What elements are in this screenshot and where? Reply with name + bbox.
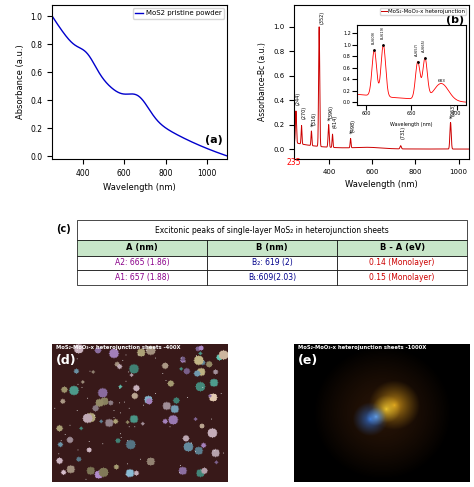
Text: 235: 235	[287, 158, 301, 167]
Bar	[77, 240, 207, 256]
Bar	[207, 270, 337, 284]
Text: (b): (b)	[447, 16, 465, 25]
Text: (731): (731)	[401, 126, 406, 139]
Legend: MoS2 pristine powder: MoS2 pristine powder	[133, 8, 224, 19]
Text: MoS₂-MoO₃-x heterojunction sheets -400X: MoS₂-MoO₃-x heterojunction sheets -400X	[55, 345, 180, 350]
X-axis label: Wavelength (nm): Wavelength (nm)	[345, 180, 418, 189]
Text: A2: 665 (1.86): A2: 665 (1.86)	[115, 259, 170, 267]
Text: (d): (d)	[55, 355, 76, 367]
Bar	[77, 270, 207, 284]
Text: B - A (eV): B - A (eV)	[380, 244, 425, 252]
Text: (a): (a)	[205, 135, 222, 146]
Text: A1: 657 (1.88): A1: 657 (1.88)	[115, 273, 169, 282]
Text: 0.15 (Monolayer): 0.15 (Monolayer)	[370, 273, 435, 282]
Bar	[77, 256, 207, 270]
Text: *: *	[349, 131, 352, 137]
Bar	[207, 240, 337, 256]
Y-axis label: Absorbance (a.u.): Absorbance (a.u.)	[16, 44, 25, 119]
Text: (316): (316)	[311, 112, 317, 125]
Text: B₁:609(2.03): B₁:609(2.03)	[248, 273, 296, 282]
Text: B₂: 619 (2): B₂: 619 (2)	[252, 259, 292, 267]
Text: A (nm): A (nm)	[126, 244, 158, 252]
Text: *: *	[327, 117, 330, 123]
Text: B (nm): B (nm)	[256, 244, 288, 252]
Bar	[207, 256, 337, 270]
Text: (414): (414)	[332, 115, 337, 128]
Text: (963): (963)	[451, 103, 456, 116]
Bar	[77, 221, 467, 240]
Bar	[337, 270, 467, 284]
Text: (352): (352)	[319, 11, 324, 24]
Text: MoS₂-MoO₃-x heterojunction sheets -1000X: MoS₂-MoO₃-x heterojunction sheets -1000X	[298, 345, 426, 350]
Text: (c): (c)	[56, 224, 71, 234]
Bar	[337, 240, 467, 256]
Text: Excitonic peaks of single-layer MoS₂ in heterojunction sheets: Excitonic peaks of single-layer MoS₂ in …	[155, 226, 389, 235]
Y-axis label: Assorbance-Bc (a.u.): Assorbance-Bc (a.u.)	[258, 42, 267, 121]
Legend: MoS₂-MoO₃-x heterojunction: MoS₂-MoO₃-x heterojunction	[380, 8, 466, 15]
Text: (244): (244)	[296, 92, 301, 105]
Text: (396): (396)	[328, 105, 334, 118]
Text: (e): (e)	[298, 355, 318, 367]
Text: *: *	[449, 115, 452, 121]
X-axis label: Wavelength (nm): Wavelength (nm)	[103, 183, 176, 192]
Text: *: *	[310, 124, 313, 130]
Bar	[337, 256, 467, 270]
Text: 0.14 (Monolayer): 0.14 (Monolayer)	[370, 259, 435, 267]
Text: (270): (270)	[301, 106, 307, 119]
Text: (498): (498)	[351, 119, 356, 132]
